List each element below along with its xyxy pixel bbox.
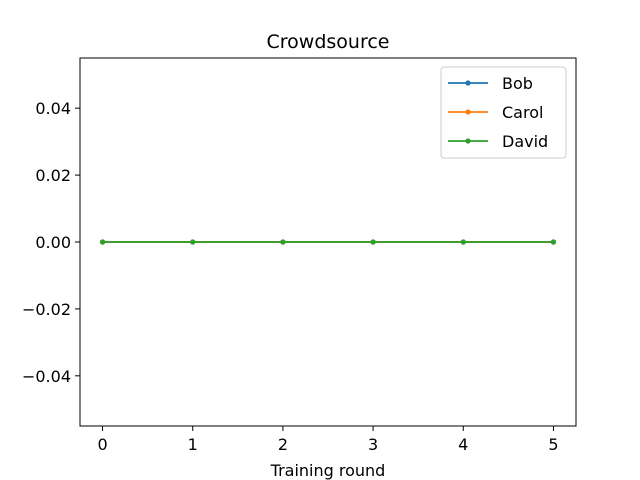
y-tick-label: −0.02	[22, 300, 71, 319]
x-axis: 0 1 2 3 4 5	[97, 426, 559, 454]
y-tick-label: −0.04	[22, 367, 71, 386]
y-tick-label: 0.02	[35, 166, 71, 185]
legend-marker-david	[465, 138, 471, 144]
x-axis-label: Training round	[270, 461, 386, 480]
x-tick-label: 2	[278, 435, 288, 454]
x-tick-label: 5	[548, 435, 558, 454]
legend-label-david: David	[502, 132, 548, 151]
legend-label-carol: Carol	[502, 103, 543, 122]
y-tick-label: 0.04	[35, 99, 71, 118]
chart-title: Crowdsource	[267, 31, 390, 53]
data-point-david	[370, 239, 376, 245]
legend-marker-bob	[465, 80, 471, 86]
data-point-david	[280, 239, 286, 245]
x-tick-label: 1	[188, 435, 198, 454]
legend: Bob Carol David	[440, 66, 567, 159]
data-point-david	[190, 239, 196, 245]
legend-box	[440, 66, 567, 159]
data-point-david	[99, 239, 106, 245]
series-layer	[99, 239, 557, 245]
data-point-david	[550, 239, 557, 245]
y-axis: −0.04 −0.02 0.00 0.02 0.04	[22, 99, 80, 386]
legend-label-bob: Bob	[502, 74, 533, 93]
x-tick-label: 3	[368, 435, 378, 454]
x-tick-label: 4	[458, 435, 468, 454]
y-tick-label: 0.00	[35, 233, 71, 252]
legend-marker-carol	[465, 109, 471, 115]
x-tick-label: 0	[97, 435, 107, 454]
data-point-david	[460, 239, 466, 245]
